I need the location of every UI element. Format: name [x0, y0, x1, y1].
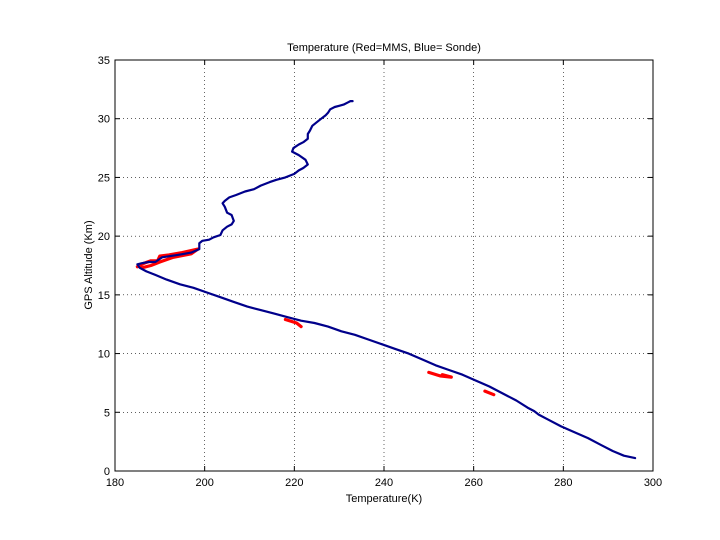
y-tick-label: 15: [98, 290, 110, 302]
y-tick-label: 35: [98, 55, 110, 67]
x-tick-label: 240: [375, 477, 393, 489]
x-tick-label: 300: [644, 477, 662, 489]
chart-title: Temperature (Red=MMS, Blue= Sonde): [287, 42, 481, 54]
x-tick-label: 260: [464, 477, 482, 489]
y-tick-label: 10: [98, 349, 110, 361]
grid-layer: [115, 60, 653, 471]
y-axis-label: GPS Altitude (Km): [83, 220, 95, 309]
y-tick-label: 20: [98, 231, 110, 243]
series-layer: [135, 99, 637, 460]
y-tick-label: 25: [98, 172, 110, 184]
x-axis-label: Temperature(K): [346, 493, 422, 505]
series-line-mms-3: [483, 389, 496, 397]
y-tick-label: 0: [104, 466, 110, 478]
x-tick-label: 200: [195, 477, 213, 489]
y-tick-label: 30: [98, 114, 110, 126]
series-line-sonde: [136, 99, 637, 460]
x-tick-label: 220: [285, 477, 303, 489]
series-line-mms-1: [283, 317, 303, 329]
x-tick-label: 280: [554, 477, 572, 489]
ticks-layer: 180 200 220 240 260 280 300 0 5 10 15 20 25 30 35: [98, 55, 662, 489]
y-tick-label: 5: [104, 407, 110, 419]
plot-area-background: [115, 60, 653, 471]
series-line-mms-0: [135, 247, 200, 270]
series-line-mms-2: [427, 370, 453, 379]
x-tick-label: 180: [106, 477, 124, 489]
